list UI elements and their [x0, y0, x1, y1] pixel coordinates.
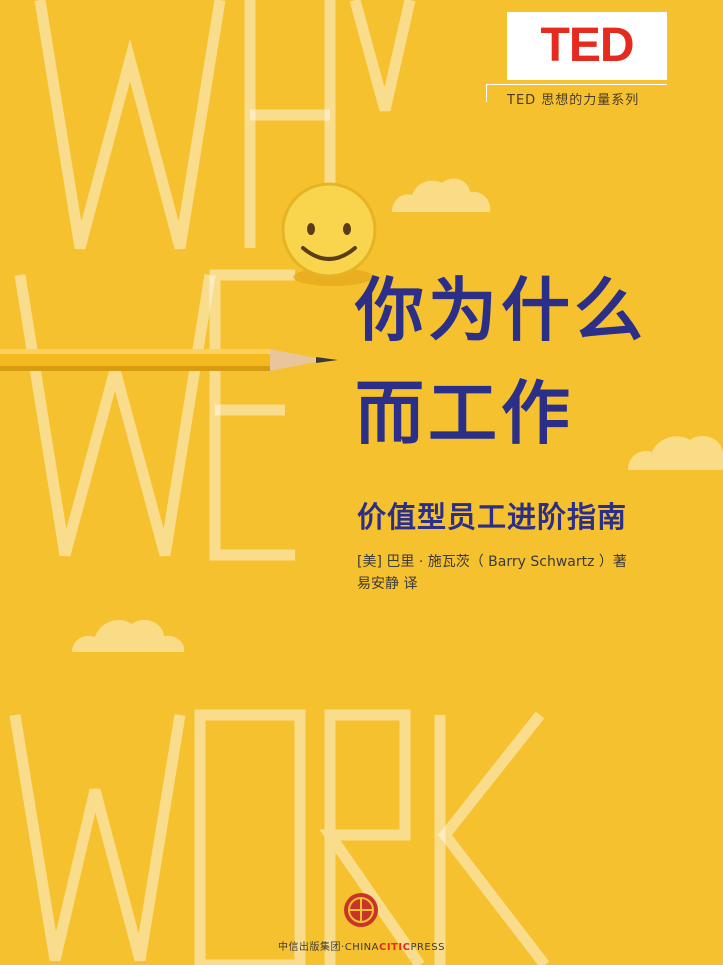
- publisher-en-citic: CITIC: [379, 942, 411, 953]
- cloud-icon: [392, 178, 491, 212]
- series-label: TED 思想的力量系列: [507, 93, 640, 108]
- publisher-en-china: CHINA: [344, 942, 379, 953]
- publisher-separator: ·: [341, 942, 345, 953]
- smiley-face-icon: [281, 182, 377, 286]
- author-credit: [美] 巴里 · 施瓦茨（ Barry Schwartz ）著: [357, 554, 627, 570]
- cloud-icon: [628, 436, 723, 470]
- cloud-icon: [72, 620, 185, 652]
- background-word-we: [14, 269, 295, 561]
- book-title-line-2: 而工作: [355, 374, 574, 454]
- citic-logo-icon: [344, 893, 378, 927]
- series-rule: [486, 84, 667, 102]
- ted-logo: TED: [507, 12, 667, 80]
- ted-logo-text: TED: [540, 19, 635, 72]
- background-word-why: [34, 0, 416, 250]
- publisher-cn: 中信出版集团: [278, 942, 342, 953]
- book-title-line-1: 你为什么: [355, 271, 647, 351]
- translator-credit: 易安静 译: [357, 576, 418, 592]
- publisher-en-press: PRESS: [410, 942, 445, 953]
- book-subtitle: 价值型员工进阶指南: [357, 500, 628, 534]
- background-word-work: [9, 709, 550, 965]
- pencil-icon: [0, 349, 338, 371]
- publisher-name: 中信出版集团·CHINACITICPRESS: [0, 938, 723, 953]
